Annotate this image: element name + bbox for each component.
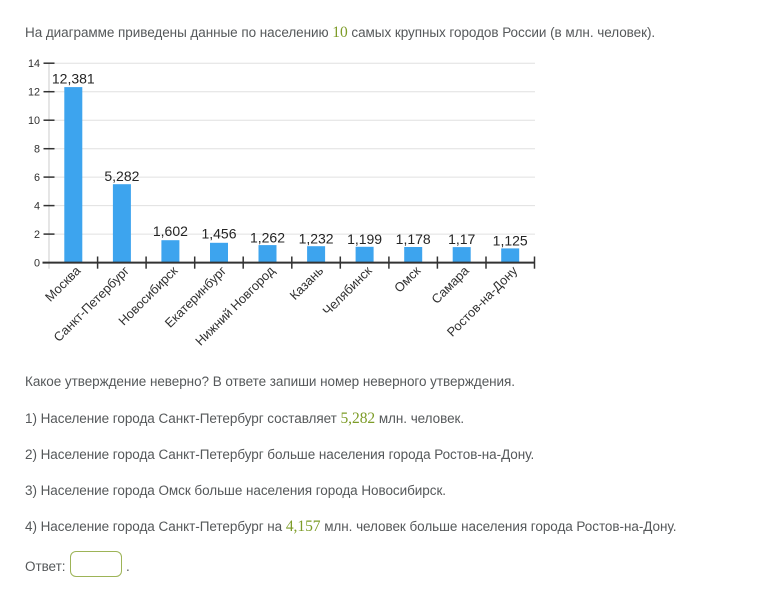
svg-text:5,282: 5,282 — [104, 168, 139, 184]
svg-text:8: 8 — [34, 144, 40, 156]
svg-text:1,456: 1,456 — [201, 225, 236, 241]
svg-text:0: 0 — [34, 258, 40, 270]
svg-text:4: 4 — [34, 201, 40, 213]
svg-text:Челябинск: Челябинск — [319, 263, 375, 319]
svg-text:1,17: 1,17 — [448, 231, 475, 247]
svg-text:1,178: 1,178 — [396, 231, 431, 247]
svg-text:Самара: Самара — [428, 262, 472, 306]
svg-text:6: 6 — [34, 172, 40, 184]
svg-text:1,602: 1,602 — [153, 223, 188, 239]
svg-text:Омск: Омск — [391, 263, 424, 296]
svg-text:14: 14 — [28, 58, 40, 70]
svg-text:Казань: Казань — [287, 263, 327, 303]
svg-text:10: 10 — [28, 115, 40, 127]
svg-text:1,262: 1,262 — [250, 229, 285, 245]
svg-text:12,381: 12,381 — [52, 70, 95, 86]
svg-text:2: 2 — [34, 229, 40, 241]
svg-text:12: 12 — [28, 87, 40, 99]
svg-text:1,232: 1,232 — [299, 230, 334, 246]
svg-text:1,125: 1,125 — [493, 233, 528, 249]
svg-text:1,199: 1,199 — [347, 231, 382, 247]
svg-text:Москва: Москва — [42, 262, 84, 304]
